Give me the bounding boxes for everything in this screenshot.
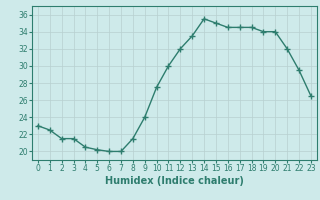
X-axis label: Humidex (Indice chaleur): Humidex (Indice chaleur)	[105, 176, 244, 186]
